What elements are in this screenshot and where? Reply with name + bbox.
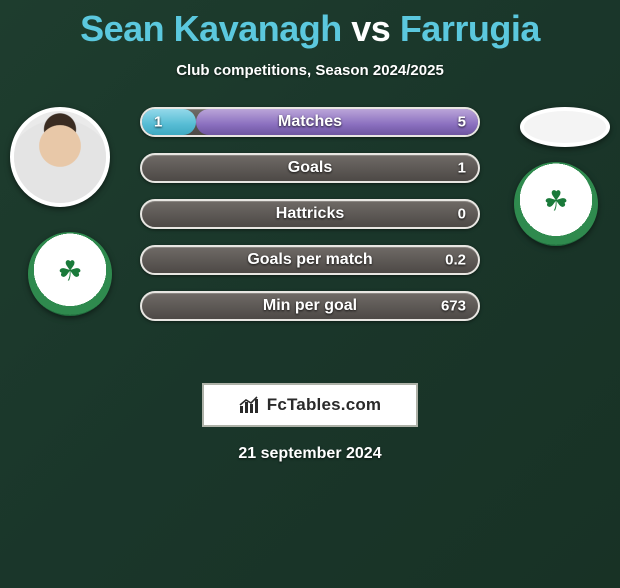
stat-row: 1 Matches 5 <box>140 107 480 137</box>
stat-fill-left <box>142 109 196 135</box>
subtitle: Club competitions, Season 2024/2025 <box>0 62 620 79</box>
player2-avatar <box>520 107 610 147</box>
date-label: 21 september 2024 <box>0 445 620 463</box>
stat-value-right: 1 <box>458 160 466 177</box>
brand-chart-icon <box>239 396 261 414</box>
brand-text: FcTables.com <box>267 395 382 415</box>
stat-value-left: 1 <box>154 114 162 131</box>
player1-name: Sean Kavanagh <box>80 8 342 49</box>
stat-label: Hattricks <box>276 205 344 223</box>
player2-name: Farrugia <box>400 8 540 49</box>
stat-value-right: 0 <box>458 206 466 223</box>
stat-label: Goals per match <box>247 251 372 269</box>
stat-row: Goals 1 <box>140 153 480 183</box>
stat-label: Min per goal <box>263 297 357 315</box>
player1-avatar <box>10 107 110 207</box>
player1-face-icon <box>14 111 106 203</box>
stat-value-right: 5 <box>458 114 466 131</box>
comparison-title: Sean Kavanagh vs Farrugia <box>0 8 620 50</box>
stat-row: Goals per match 0.2 <box>140 245 480 275</box>
stat-bars: 1 Matches 5 Goals 1 Hattricks 0 Goals per match… <box>140 107 480 337</box>
stat-label: Matches <box>278 113 342 131</box>
stat-value-right: 0.2 <box>445 252 466 269</box>
comparison-stage: 1 Matches 5 Goals 1 Hattricks 0 Goals per match… <box>0 107 620 367</box>
stat-row: Hattricks 0 <box>140 199 480 229</box>
stat-value-right: 673 <box>441 298 466 315</box>
brand-box: FcTables.com <box>202 383 418 427</box>
stat-label: Goals <box>288 159 332 177</box>
vs-label: vs <box>351 8 390 49</box>
stat-row: Min per goal 673 <box>140 291 480 321</box>
player1-club-badge <box>28 232 112 316</box>
player2-club-badge <box>514 162 598 246</box>
